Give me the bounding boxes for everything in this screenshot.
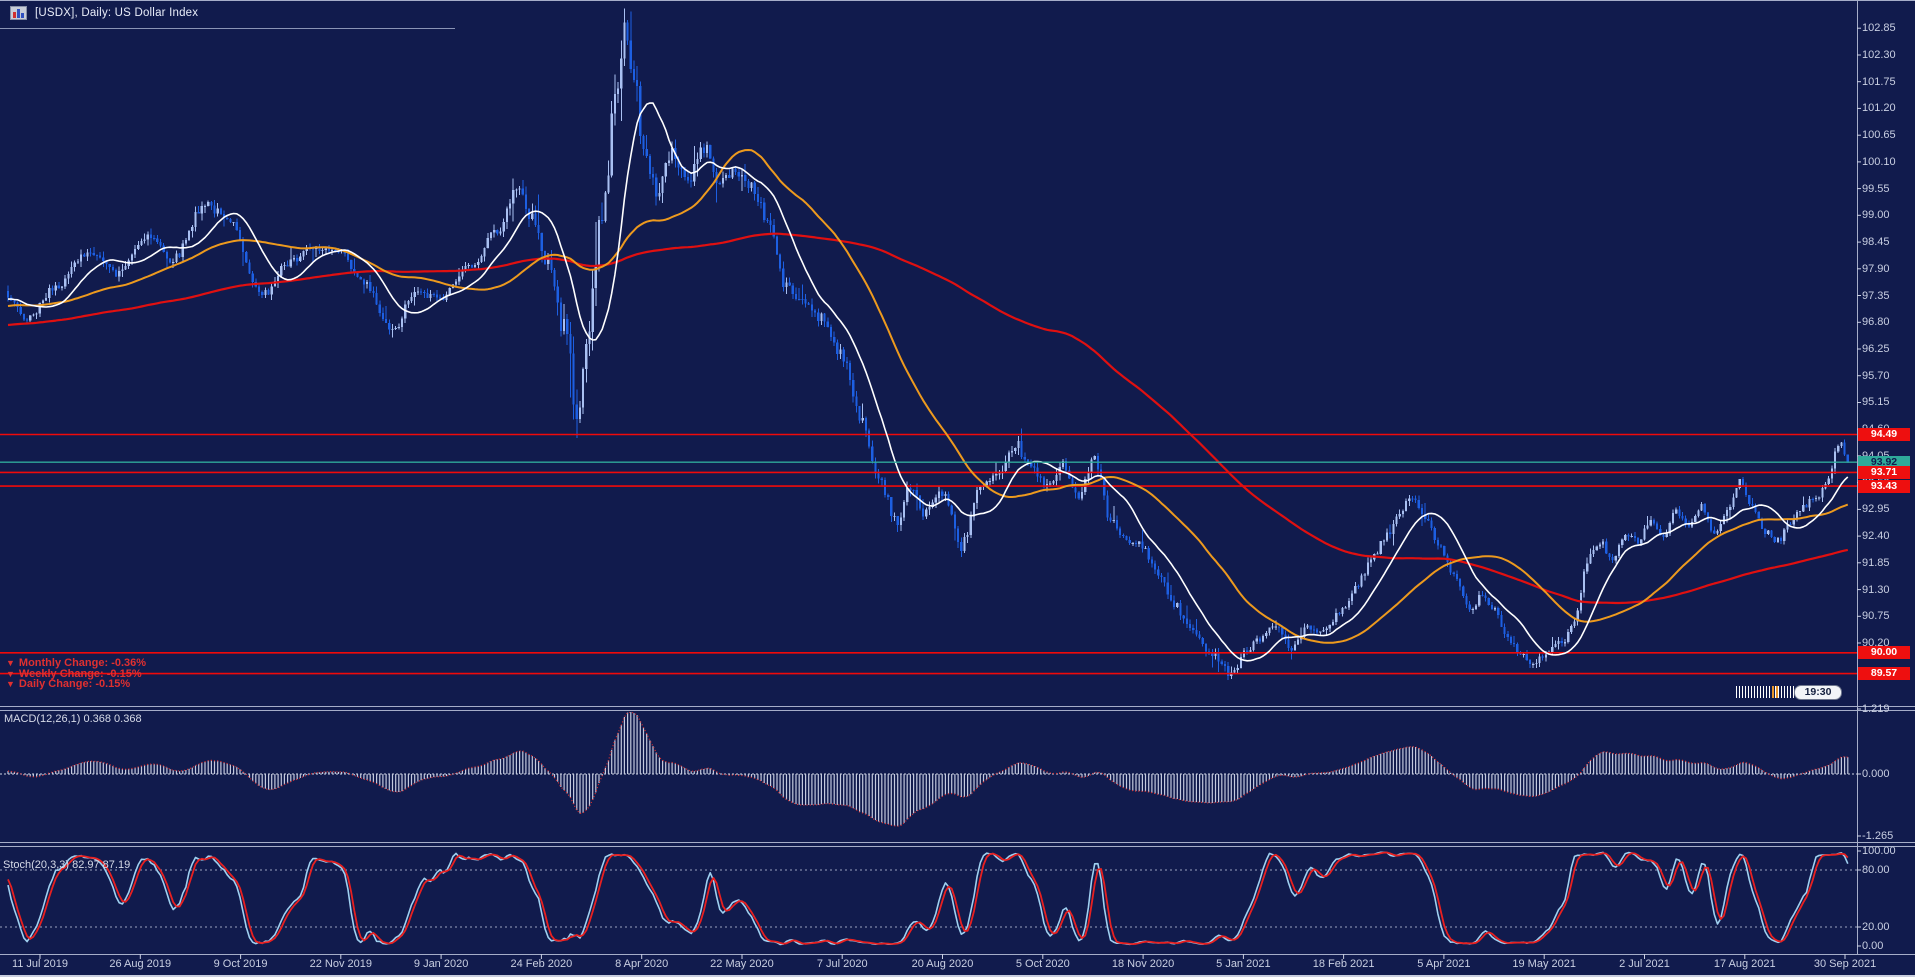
price-tick-label: 100.65 bbox=[1862, 129, 1896, 142]
time-axis-label: 17 Aug 2021 bbox=[1713, 958, 1776, 970]
change-labels-panel: ▼ Monthly Change: -0.36% ▼ Weekly Change: … bbox=[6, 658, 146, 690]
price-tick-label: 102.30 bbox=[1862, 48, 1896, 61]
level-price-tag: 89.57 bbox=[1858, 667, 1910, 681]
stoch-k-line bbox=[7, 851, 1849, 946]
macd-signal-line bbox=[7, 712, 1848, 827]
time-axis-label: 24 Feb 2020 bbox=[510, 958, 573, 970]
price-tick-label: 101.20 bbox=[1862, 102, 1896, 115]
stoch-indicator-label: Stoch(20,3,3) 82.97 87.19 bbox=[3, 859, 131, 871]
time-axis-label: 5 Oct 2020 bbox=[1015, 958, 1070, 970]
panel-frame bbox=[0, 1, 1915, 955]
macd-panel[interactable] bbox=[0, 712, 1857, 827]
ma-medium-line bbox=[7, 149, 1849, 644]
stoch-tick-label: 20.00 bbox=[1862, 921, 1890, 933]
monthly-change-label: Monthly Change: -0.36% bbox=[18, 657, 147, 669]
time-axis-label: 22 Nov 2019 bbox=[309, 958, 373, 970]
level-price-tag: 93.43 bbox=[1858, 479, 1910, 493]
price-tick-label: 101.75 bbox=[1862, 75, 1896, 88]
macd-tick-label: -1.265 bbox=[1862, 830, 1894, 842]
down-arrow-icon: ▼ bbox=[6, 658, 15, 668]
axis-ticks bbox=[39, 27, 1861, 959]
stoch-d-line bbox=[7, 851, 1849, 945]
stoch-tick-label: 0.00 bbox=[1862, 940, 1884, 952]
price-tick-label: 90.20 bbox=[1862, 637, 1890, 650]
price-tick-label: 91.30 bbox=[1862, 583, 1890, 596]
time-axis-label: 26 Aug 2019 bbox=[109, 958, 172, 970]
time-axis-label: 5 Jan 2021 bbox=[1216, 958, 1271, 970]
time-axis-label: 7 Jul 2020 bbox=[816, 958, 868, 970]
stoch-tick-label: 80.00 bbox=[1862, 864, 1890, 876]
time-axis-label: 8 Apr 2020 bbox=[615, 958, 669, 970]
macd-tick-label: 0.000 bbox=[1862, 768, 1890, 780]
candle-countdown-widget: 19:30 bbox=[1736, 684, 1842, 700]
price-tick-label: 90.75 bbox=[1862, 610, 1890, 623]
down-arrow-icon: ▼ bbox=[6, 668, 15, 679]
down-arrow-icon: ▼ bbox=[6, 679, 15, 689]
level-price-tag: 90.00 bbox=[1858, 646, 1910, 660]
time-axis-label: 5 Apr 2021 bbox=[1417, 958, 1471, 970]
time-axis-label: 22 May 2020 bbox=[710, 958, 774, 970]
daily-change-row: ▼ Daily Change: -0.15% bbox=[6, 679, 146, 690]
time-axis-label: 2 Jul 2021 bbox=[1619, 958, 1670, 970]
time-axis-label: 9 Oct 2019 bbox=[213, 958, 268, 970]
price-tick-label: 91.85 bbox=[1862, 556, 1890, 569]
stoch-tick-label: 100.00 bbox=[1862, 845, 1896, 857]
time-axis[interactable] bbox=[0, 954, 1915, 976]
price-tick-label: 99.00 bbox=[1862, 209, 1890, 222]
price-tick-label: 95.70 bbox=[1862, 369, 1890, 382]
monthly-change-row: ▼ Monthly Change: -0.36% bbox=[6, 658, 146, 669]
weekly-change-label: Weekly Change: -0.15% bbox=[18, 667, 142, 680]
time-axis-label: 9 Jan 2020 bbox=[413, 958, 469, 970]
level-price-tag: 94.49 bbox=[1858, 428, 1910, 442]
price-tick-label: 96.25 bbox=[1862, 343, 1890, 355]
macd-indicator-label: MACD(12,26,1) 0.368 0.368 bbox=[4, 713, 142, 725]
time-axis-label: 19 May 2021 bbox=[1512, 958, 1576, 970]
time-axis-label: 18 Nov 2020 bbox=[1111, 958, 1175, 970]
price-tick-label: 98.45 bbox=[1862, 236, 1890, 249]
macd-tick-label: 1.219 bbox=[1862, 703, 1890, 715]
price-tick-label: 92.40 bbox=[1862, 530, 1890, 543]
candles-layer bbox=[6, 8, 1849, 681]
daily-change-label: Daily Change: -0.15% bbox=[18, 678, 131, 690]
price-tick-label: 99.55 bbox=[1862, 182, 1890, 195]
time-axis-label: 20 Aug 2020 bbox=[911, 958, 974, 970]
time-axis-label: 18 Feb 2021 bbox=[1312, 958, 1375, 970]
countdown-timer: 19:30 bbox=[1794, 684, 1842, 700]
price-tick-label: 97.90 bbox=[1862, 262, 1890, 275]
time-axis-label: 30 Sep 2021 bbox=[1813, 958, 1877, 970]
price-tick-label: 100.10 bbox=[1862, 155, 1896, 168]
ma-slow-line bbox=[7, 232, 1849, 605]
horizontal-level-lines bbox=[0, 433, 1857, 675]
price-tick-label: 92.95 bbox=[1862, 503, 1890, 516]
price-tick-label: 97.35 bbox=[1862, 289, 1890, 302]
level-price-tag: 93.71 bbox=[1858, 465, 1910, 479]
chart-title-bar: [USDX], Daily: US Dollar Index bbox=[10, 6, 198, 20]
countdown-stripes-icon bbox=[1736, 686, 1794, 698]
weekly-change-row: ▼ Weekly Change: -0.15% bbox=[6, 667, 146, 680]
ma-fast-line bbox=[7, 102, 1849, 662]
time-axis-label: 11 Jul 2019 bbox=[11, 958, 69, 970]
price-tick-label: 95.15 bbox=[1862, 396, 1890, 409]
current-price-tag: 93.92 bbox=[1858, 455, 1910, 469]
chart-title: [USDX], Daily: US Dollar Index bbox=[35, 7, 199, 19]
window-bottom-edge bbox=[0, 975, 1915, 977]
stochastic-panel[interactable] bbox=[0, 851, 1857, 946]
chart-window-icon bbox=[10, 6, 27, 20]
price-axis[interactable] bbox=[1857, 1, 1915, 954]
price-tick-label: 102.85 bbox=[1862, 22, 1896, 35]
price-tick-label: 96.80 bbox=[1862, 316, 1890, 329]
